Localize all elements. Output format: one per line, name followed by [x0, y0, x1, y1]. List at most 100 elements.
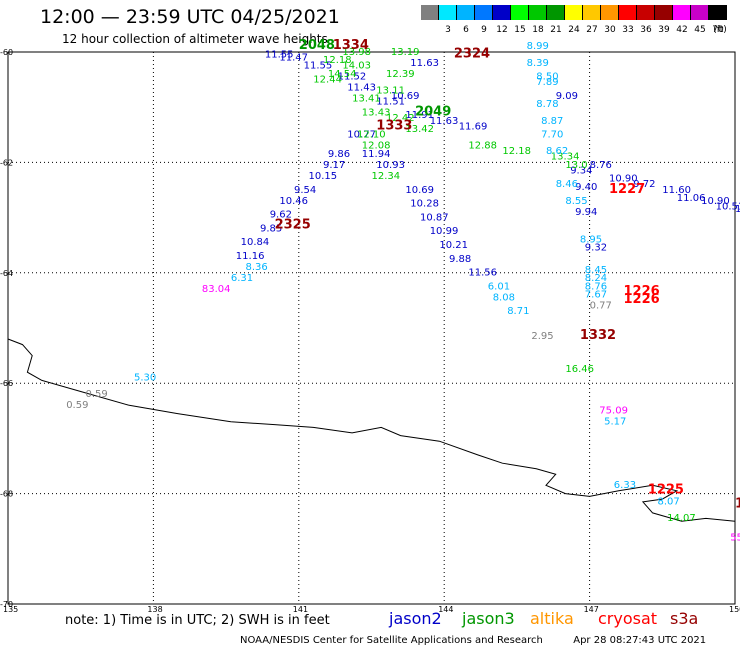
wave-height-label: 10.1: [735, 204, 740, 215]
color-scale-legend: 3 6 9 12 15 18 21 24 27 30 33 36 39 42 45 70 (ft): [421, 5, 728, 35]
track-time-label: 1: [735, 496, 740, 511]
wave-height-label: 10.28: [410, 199, 439, 210]
colorbar-tick-label: 3: [445, 25, 451, 35]
legend-cryosat: cryosat: [598, 609, 658, 628]
wave-height-label: 9.32: [585, 243, 607, 254]
footer-timestamp: Apr 28 08:27:43 UTC 2021: [573, 635, 707, 646]
wave-height-label: 9.85: [260, 223, 282, 234]
wave-height-label: 11.91: [405, 110, 434, 121]
colorbar-tick-label: 45: [694, 25, 706, 35]
colorbar-swatch: [709, 5, 727, 20]
wave-height-label: 10.90: [609, 174, 638, 185]
wave-height-label: 10.51: [716, 201, 740, 212]
colorbar-unit-label: (ft): [713, 25, 727, 35]
wave-height-label: 8.55: [565, 196, 587, 207]
colorbar-tick-label: 70: [712, 25, 724, 35]
x-tick-label: 141: [293, 605, 308, 614]
wave-height-label: 11.55: [265, 50, 294, 61]
track-time-label: 2049: [415, 105, 451, 120]
wave-height-label: 11.56: [468, 268, 497, 279]
wave-height-label: 7.89: [536, 77, 558, 88]
colorbar-swatch: [421, 5, 439, 20]
wave-height-label: 9.34: [570, 165, 592, 176]
wave-height-label: 12.42: [386, 113, 415, 124]
wave-height-label: 8.71: [507, 306, 529, 317]
track-time-label: 2048: [299, 38, 335, 53]
wave-height-label: 10.69: [405, 185, 434, 196]
wave-height-label: 11.43: [347, 83, 376, 94]
legend-altika: altika: [530, 609, 574, 628]
wave-height-label: 8.50: [536, 72, 558, 83]
track-time-label: 1226: [624, 292, 660, 307]
colorbar-swatch: [439, 5, 457, 20]
plot-frame: [7, 51, 736, 605]
track-time-label: 2324: [454, 47, 490, 62]
y-tick-label: -68: [0, 490, 13, 499]
colorbar-swatch: [601, 5, 619, 20]
colorbar-swatch: [493, 5, 511, 20]
wave-height-label: 8.78: [536, 99, 558, 110]
wave-height-label: 9.94: [575, 207, 597, 218]
wave-height-label: 10.84: [241, 237, 270, 248]
wave-height-label: 13.42: [405, 124, 434, 135]
wave-height-label: 9.86: [328, 149, 350, 160]
legend-s3a: s3a: [670, 609, 699, 628]
wave-height-label: 6.33: [614, 480, 636, 491]
wave-height-label: 6.31: [231, 273, 253, 284]
colorbar-swatch: [619, 5, 637, 20]
wave-height-label: 12.44: [313, 74, 342, 85]
colorbar-tick-label: 36: [640, 25, 652, 35]
x-tick-label: 150: [729, 605, 740, 614]
wave-height-label: 6.01: [488, 281, 510, 292]
coastline: [7, 338, 736, 522]
footer: NOAA/NESDIS Center for Satellite Applica…: [240, 635, 706, 646]
wave-height-label: 5.30: [134, 372, 156, 383]
wave-height-label: 9.54: [294, 185, 316, 196]
y-tick-label: -70: [0, 600, 13, 609]
wave-height-label: 9.17: [323, 160, 345, 171]
wave-height-label: 11.60: [662, 185, 691, 196]
wave-height-label: 55.: [730, 533, 740, 544]
colorbar-swatch: [673, 5, 691, 20]
wave-height-label: 12.18: [502, 146, 531, 157]
wave-height-label: 9.40: [575, 182, 597, 193]
colorbar-tick-label: 18: [532, 25, 544, 35]
colorbar-tick-label: 12: [496, 25, 508, 35]
wave-height-label: 10.99: [430, 226, 459, 237]
wave-height-label: 7.70: [541, 130, 563, 141]
colorbar-tick-label: 24: [568, 25, 580, 35]
wave-height-label: 75.09: [599, 406, 628, 417]
wave-height-label: 10.90: [701, 196, 730, 207]
track-time-label: 1225: [648, 483, 684, 498]
wave-height-label: 9.72: [633, 179, 655, 190]
track-time-label: 1226: [624, 284, 660, 299]
wave-height-label: 2.95: [531, 331, 553, 342]
wave-height-label: 8.39: [527, 58, 549, 69]
wave-height-label: 9.09: [556, 91, 578, 102]
x-tick-label: 138: [147, 605, 162, 614]
wave-height-label: 8.76: [590, 160, 612, 171]
wave-height-label: 14.54: [328, 69, 357, 80]
wave-height-label: 11.51: [376, 96, 405, 107]
colorbar-swatch: [475, 5, 493, 20]
track-time-label: 1332: [580, 328, 616, 343]
wave-height-label: 13.0: [565, 160, 587, 171]
wave-height-label: 83.04: [202, 284, 231, 295]
wave-height-label: 5.17: [604, 417, 626, 428]
wave-height-label: 13.43: [362, 108, 391, 119]
wave-height-label: 7.67: [585, 290, 607, 301]
wave-height-label: 12.18: [323, 55, 352, 66]
wave-height-label: 10.87: [420, 212, 449, 223]
wave-height-label: 10.15: [309, 171, 338, 182]
wave-height-label: 8.24: [585, 273, 607, 284]
x-tick-label: 135: [3, 605, 18, 614]
wave-height-label: 13.34: [551, 152, 580, 163]
colorbar-tick-label: 30: [604, 25, 616, 35]
colorbar-swatch: [547, 5, 565, 20]
x-tick-label: 147: [584, 605, 599, 614]
wave-height-label: 8.62: [546, 146, 568, 157]
colorbar-swatch: [565, 5, 583, 20]
colorbar-tick-label: 27: [586, 25, 598, 35]
colorbar-swatch: [583, 5, 601, 20]
